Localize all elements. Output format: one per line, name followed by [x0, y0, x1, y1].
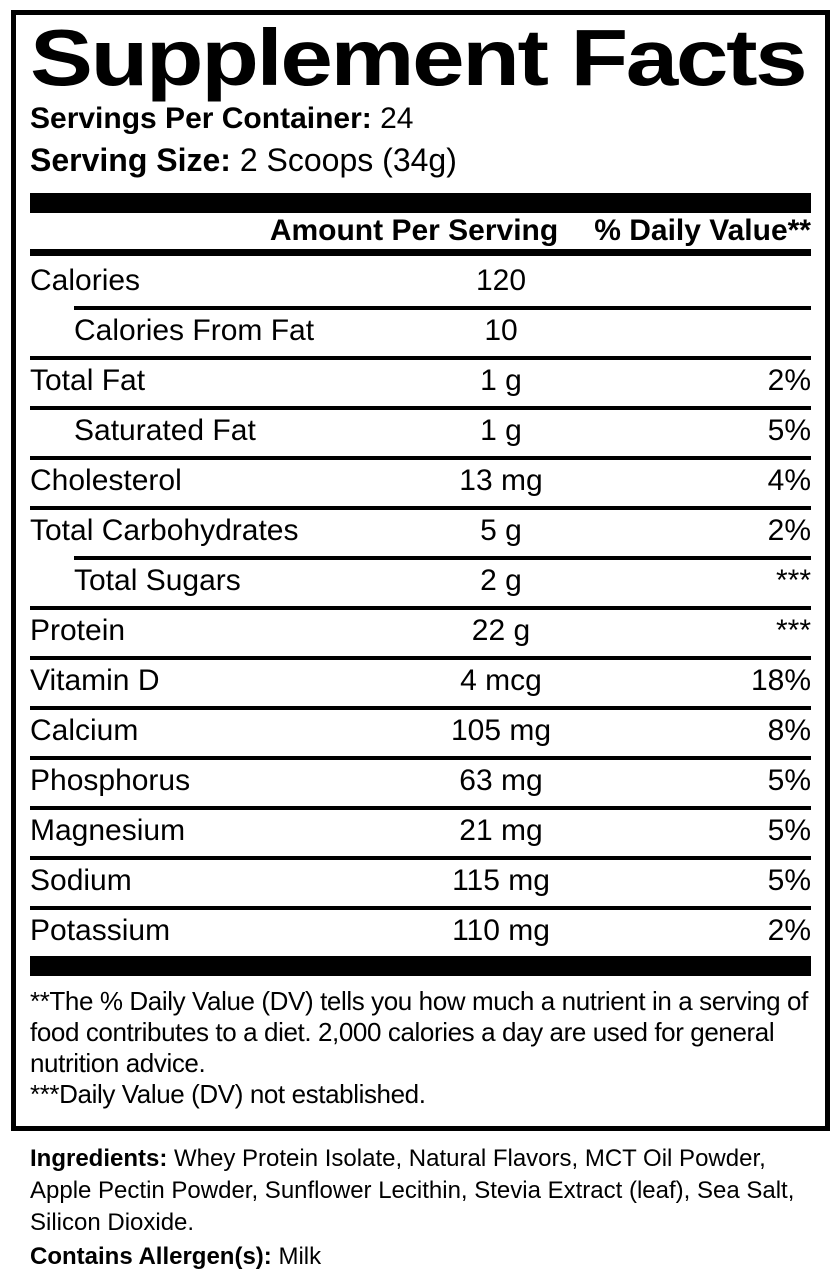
nutrient-daily-value: 4% — [767, 464, 811, 497]
nutrient-daily-value: 5% — [767, 414, 811, 447]
daily-value-footnote: **The % Daily Value (DV) tells you how m… — [30, 986, 808, 1078]
nutrient-amount: 5 g — [480, 514, 522, 547]
supplement-facts-panel: Supplement Facts Servings Per Container:… — [11, 10, 830, 1131]
table-row-sodium: Sodium 115 mg 5% — [30, 856, 811, 906]
thick-rule-top — [30, 193, 811, 213]
nutrient-name: Calcium — [30, 714, 139, 747]
nutrient-amount: 1 g — [480, 414, 522, 447]
table-row-total-carbohydrates: Total Carbohydrates 5 g 2% — [30, 506, 811, 556]
nutrient-name: Vitamin D — [30, 664, 160, 697]
nutrient-name: Phosphorus — [30, 764, 191, 797]
table-row-calories: Calories 120 — [30, 256, 811, 306]
table-row-phosphorus: Phosphorus 63 mg 5% — [30, 756, 811, 806]
nutrient-name: Saturated Fat — [74, 414, 256, 447]
ingredients-label: Ingredients: — [30, 1145, 168, 1172]
nutrient-name: Sodium — [30, 864, 132, 897]
serving-size-label: Serving Size: — [30, 142, 231, 178]
nutrient-amount: 120 — [475, 264, 527, 297]
servings-label: Servings Per Container: — [30, 102, 372, 135]
nutrient-amount: 63 mg — [459, 764, 543, 797]
table-row-protein: Protein 22 g *** — [30, 606, 811, 656]
ingredients-list: Whey Protein Isolate, Natural Flavors, M… — [30, 1145, 795, 1236]
nutrient-daily-value: 5% — [767, 864, 811, 897]
table-row-vitamin-d: Vitamin D 4 mcg 18% — [30, 656, 811, 706]
nutrient-amount: 4 mcg — [460, 664, 542, 697]
nutrient-amount: 110 mg — [452, 914, 550, 947]
serving-size-value: 2 Scoops (34g) — [239, 142, 457, 178]
table-row-potassium: Potassium 110 mg 2% — [30, 906, 811, 956]
nutrient-name: Total Carbohydrates — [30, 514, 299, 547]
nutrient-amount: 1 g — [480, 364, 522, 397]
nutrient-name: Calories — [30, 264, 141, 297]
table-row-calories-from-fat: Calories From Fat 10 — [30, 306, 811, 356]
nutrient-daily-value: 2% — [767, 514, 811, 547]
nutrient-amount: 13 mg — [459, 464, 543, 497]
table-row-total-sugars: Total Sugars 2 g *** — [30, 556, 811, 606]
nutrient-daily-value: 5% — [767, 764, 811, 797]
column-daily-value: % Daily Value** — [594, 214, 811, 247]
column-amount-per-serving: Amount Per Serving — [269, 214, 559, 247]
nutrient-daily-value: 18% — [750, 664, 811, 697]
table-row-saturated-fat: Saturated Fat 1 g 5% — [30, 406, 811, 456]
table-row-calcium: Calcium 105 mg 8% — [30, 706, 811, 756]
nutrient-name: Protein — [30, 614, 126, 647]
ingredients-line: Ingredients: Whey Protein Isolate, Natur… — [30, 1143, 825, 1239]
nutrient-name: Magnesium — [30, 814, 186, 847]
ingredients-section: Ingredients: Whey Protein Isolate, Natur… — [30, 1143, 825, 1273]
table-header: Amount Per Serving % Daily Value** — [30, 213, 811, 256]
nutrient-amount: 2 g — [480, 564, 522, 597]
table-row-magnesium: Magnesium 21 mg 5% — [30, 806, 811, 856]
servings-value: 24 — [380, 102, 414, 135]
nutrient-amount: 115 mg — [452, 864, 550, 897]
nutrient-daily-value: 5% — [767, 814, 811, 847]
nutrient-amount: 22 g — [471, 614, 531, 647]
table-row-cholesterol: Cholesterol 13 mg 4% — [30, 456, 811, 506]
nutrient-amount: 10 — [484, 314, 518, 347]
allergen-label: Contains Allergen(s): — [30, 1243, 272, 1270]
nutrient-daily-value: 8% — [767, 714, 811, 747]
nutrient-name: Cholesterol — [30, 464, 182, 497]
footnotes: **The % Daily Value (DV) tells you how m… — [30, 986, 811, 1110]
serving-size: Serving Size: 2 Scoops (34g) — [30, 139, 811, 181]
nutrient-daily-value: *** — [775, 614, 811, 647]
allergen-value: Milk — [278, 1243, 322, 1270]
allergen-line: Contains Allergen(s): Milk — [30, 1241, 825, 1273]
nutrient-daily-value: 2% — [767, 914, 811, 947]
not-established-footnote: ***Daily Value (DV) not established. — [30, 1079, 426, 1109]
nutrient-daily-value: *** — [775, 564, 811, 597]
servings-per-container: Servings Per Container: 24 — [30, 99, 811, 139]
nutrient-amount: 21 mg — [459, 814, 543, 847]
panel-title: Supplement Facts — [30, 13, 808, 102]
table-row-total-fat: Total Fat 1 g 2% — [30, 356, 811, 406]
nutrient-daily-value: 2% — [767, 364, 811, 397]
nutrient-name: Total Fat — [30, 364, 146, 397]
nutrient-name: Potassium — [30, 914, 171, 947]
thick-rule-bottom — [30, 956, 811, 976]
nutrient-name: Calories From Fat — [74, 314, 315, 347]
nutrient-name: Total Sugars — [74, 564, 241, 597]
nutrient-amount: 105 mg — [450, 714, 552, 747]
